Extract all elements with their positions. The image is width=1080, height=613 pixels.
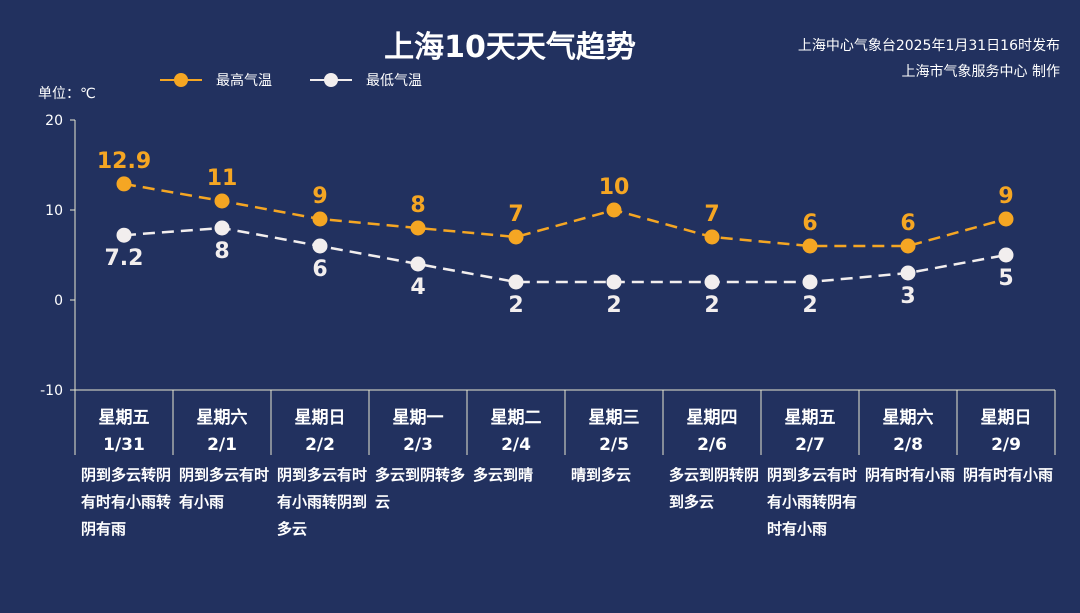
high-temp-point <box>312 211 328 227</box>
low-temp-label: 7.2 <box>105 246 144 271</box>
high-temp-point <box>704 229 720 245</box>
weather-description: 阴到多云有时有小雨转阴到多云 <box>277 466 368 538</box>
low-temp-label: 4 <box>410 275 425 300</box>
low-temp-point <box>606 274 622 290</box>
weekday-label: 星期四 <box>687 408 738 428</box>
weather-description: 多云到阴转多云 <box>375 466 466 511</box>
low-temp-point <box>312 238 328 254</box>
low-temp-line <box>123 226 1007 284</box>
low-temp-point <box>410 256 426 272</box>
high-temp-point <box>998 211 1014 227</box>
high-temp-label: 9 <box>998 184 1013 209</box>
low-temp-point <box>802 274 818 290</box>
date-tick-label: 2/1 <box>207 435 237 455</box>
high-temp-point <box>900 238 916 254</box>
high-temp-point <box>508 229 524 245</box>
date-tick-label: 2/4 <box>501 435 531 455</box>
low-temp-label: 2 <box>802 293 817 318</box>
high-temp-label: 6 <box>900 211 915 236</box>
weather-description: 阴到多云有时有小雨 <box>179 466 270 511</box>
unit-label: 单位：℃ <box>38 86 96 102</box>
date-tick-label: 2/7 <box>795 435 825 455</box>
y-tick-label: -10 <box>40 383 63 399</box>
y-tick-label: 0 <box>54 293 63 309</box>
weather-description: 阴到多云有时有小雨转阴有时有小雨 <box>767 466 858 538</box>
low-temp-label: 3 <box>900 284 915 309</box>
weather-description: 阴到多云转阴有时有小雨转阴有雨 <box>81 466 172 538</box>
high-temp-label: 6 <box>802 211 817 236</box>
legend-item-low: 最低气温 <box>310 70 422 90</box>
source-line-1: 上海中心气象台2025年1月31日16时发布 <box>797 38 1060 54</box>
legend-high-label: 最高气温 <box>216 73 272 89</box>
weekday-label: 星期二 <box>491 408 542 428</box>
date-tick-label: 2/3 <box>403 435 433 455</box>
low-temp-point <box>998 247 1014 263</box>
date-tick-label: 2/6 <box>697 435 727 455</box>
date-tick-label: 2/9 <box>991 435 1021 455</box>
high-temp-label: 7 <box>704 202 719 227</box>
low-temp-point <box>116 227 132 243</box>
weather-description: 阴有时有小雨 <box>963 466 1054 484</box>
high-temp-point <box>116 176 132 192</box>
weekday-label: 星期三 <box>589 408 640 428</box>
low-temp-point <box>214 220 230 236</box>
high-temp-label: 11 <box>207 166 238 191</box>
legend-item-high: 最高气温 <box>160 70 272 90</box>
date-tick-label: 2/8 <box>893 435 923 455</box>
high-temp-point <box>606 202 622 218</box>
high-temp-line <box>123 182 1007 248</box>
low-temp-label: 2 <box>704 293 719 318</box>
weekday-label: 星期六 <box>883 407 934 428</box>
y-tick-label: 20 <box>45 113 63 129</box>
low-temp-label: 8 <box>214 239 229 264</box>
high-temp-point <box>802 238 818 254</box>
low-temp-point <box>704 274 720 290</box>
weekday-label: 星期一 <box>393 408 444 428</box>
weather-description: 阴有时有小雨 <box>865 466 956 484</box>
weather-description: 多云到阴转阴到多云 <box>669 466 760 511</box>
low-temp-point <box>508 274 524 290</box>
date-tick-label: 2/5 <box>599 435 629 455</box>
weather-description: 晴到多云 <box>571 466 632 484</box>
date-tick-label: 1/31 <box>103 435 145 455</box>
page-title: 上海10天天气趋势 <box>384 30 636 65</box>
legend: 最高气温 最低气温 <box>160 70 422 90</box>
high-temp-label: 9 <box>312 184 327 209</box>
weekday-label: 星期六 <box>197 407 248 428</box>
source-line-2: 上海市气象服务中心 制作 <box>901 64 1060 80</box>
weekday-label: 星期日 <box>295 408 346 428</box>
weekday-label: 星期日 <box>981 408 1032 428</box>
legend-low-label: 最低气温 <box>366 73 422 89</box>
high-temp-label: 10 <box>599 175 630 200</box>
high-temp-point <box>214 193 230 209</box>
high-temp-label: 12.9 <box>97 149 151 174</box>
high-temp-label: 8 <box>410 193 425 218</box>
date-tick-label: 2/2 <box>305 435 335 455</box>
low-temp-label: 2 <box>508 293 523 318</box>
low-temp-point <box>900 265 916 281</box>
y-tick-label: 10 <box>45 203 63 219</box>
source-info: 上海中心气象台2025年1月31日16时发布 上海市气象服务中心 制作 <box>798 33 1060 85</box>
weather-description: 多云到晴 <box>473 466 534 484</box>
high-temp-point <box>410 220 426 236</box>
high-temp-label: 7 <box>508 202 523 227</box>
low-temp-label: 2 <box>606 293 621 318</box>
legend-high-swatch <box>160 73 202 87</box>
weekday-label: 星期五 <box>99 408 150 428</box>
legend-low-swatch <box>310 73 352 87</box>
weekday-label: 星期五 <box>785 408 836 428</box>
low-temp-label: 6 <box>312 257 327 282</box>
low-temp-label: 5 <box>998 266 1013 291</box>
